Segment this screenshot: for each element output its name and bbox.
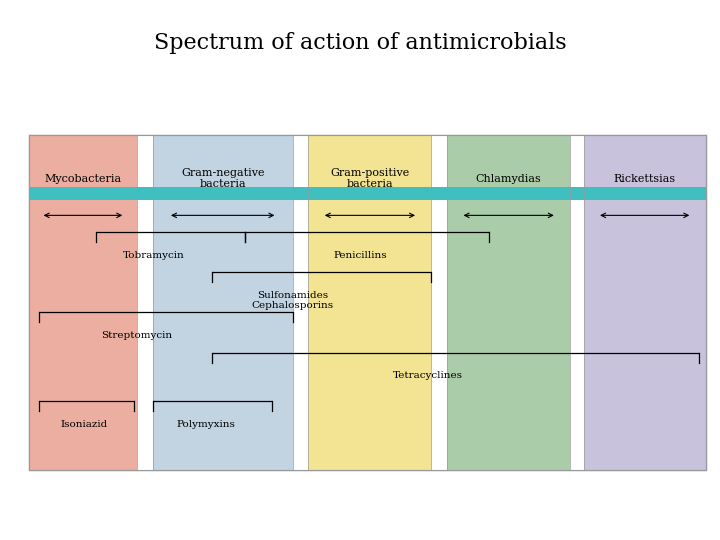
Bar <box>570 135 584 470</box>
Text: Polymyxins: Polymyxins <box>176 420 235 429</box>
Bar <box>584 135 706 470</box>
Text: Rickettsias: Rickettsias <box>613 173 676 184</box>
Bar <box>293 135 308 470</box>
Bar <box>447 135 570 470</box>
Bar <box>29 135 706 470</box>
Text: Sulfonamides
Cephalosporins: Sulfonamides Cephalosporins <box>252 291 334 310</box>
Bar <box>29 135 137 470</box>
Text: Tobramycin: Tobramycin <box>123 251 185 260</box>
Text: Chlamydias: Chlamydias <box>476 173 541 184</box>
Text: Mycobacteria: Mycobacteria <box>45 173 122 184</box>
Text: Gram-negative
bacteria: Gram-negative bacteria <box>181 168 264 190</box>
Bar <box>308 135 431 470</box>
Text: Streptomycin: Streptomycin <box>102 331 173 340</box>
Bar <box>431 135 447 470</box>
Text: Penicillins: Penicillins <box>333 251 387 260</box>
Text: Gram-positive
bacteria: Gram-positive bacteria <box>330 168 410 190</box>
Bar <box>153 135 293 470</box>
Text: Isoniazid: Isoniazid <box>60 420 108 429</box>
Bar <box>137 135 153 470</box>
Text: Spectrum of action of antimicrobials: Spectrum of action of antimicrobials <box>153 32 567 54</box>
Text: Tetracyclines: Tetracyclines <box>393 371 463 380</box>
Bar <box>29 187 706 200</box>
